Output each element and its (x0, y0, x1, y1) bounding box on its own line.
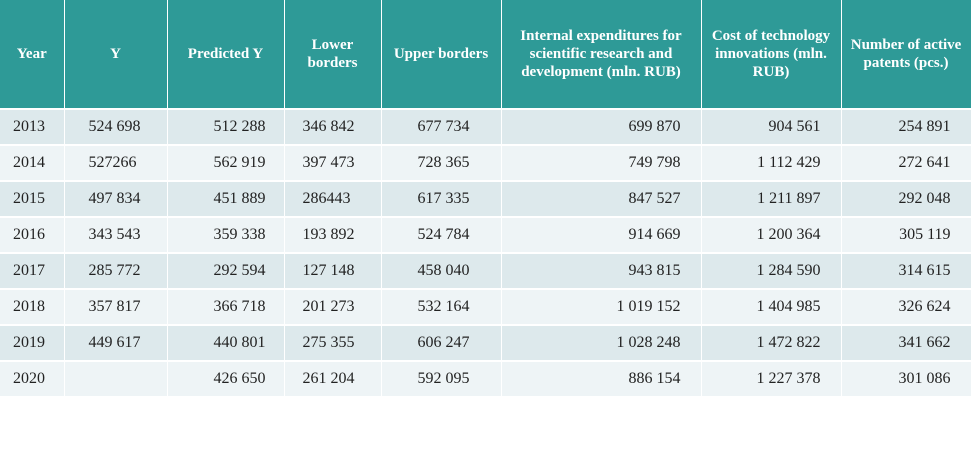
cell-lower-border: 275 355 (284, 324, 382, 361)
cell-lower-border: 397 473 (284, 144, 382, 181)
cell-y: 497 834 (64, 180, 168, 217)
cell-cost-of-innovations: 1 112 429 (701, 144, 842, 181)
cell-internal-expenditures: 943 815 (501, 252, 702, 289)
cell-upper-border: 524 784 (381, 216, 502, 253)
cell-upper-border: 458 040 (381, 252, 502, 289)
cell-year: 2020 (0, 360, 65, 396)
cell-year: 2017 (0, 252, 65, 289)
cell-active-patents: 301 086 (841, 360, 971, 396)
cell-year: 2013 (0, 108, 65, 145)
cell-cost-of-innovations: 1 200 364 (701, 216, 842, 253)
cell-active-patents: 254 891 (841, 108, 971, 145)
cell-year: 2014 (0, 144, 65, 181)
table-row: 2015 497 834 451 889 286443 617 335 847 … (0, 180, 971, 217)
cell-predicted-y: 562 919 (167, 144, 285, 181)
header-internal-expenditures: Internal expenditures for scientific res… (501, 0, 702, 109)
cell-internal-expenditures: 1 028 248 (501, 324, 702, 361)
cell-cost-of-innovations: 1 284 590 (701, 252, 842, 289)
cell-predicted-y: 451 889 (167, 180, 285, 217)
cell-active-patents: 272 641 (841, 144, 971, 181)
cell-lower-border: 261 204 (284, 360, 382, 396)
cell-cost-of-innovations: 1 211 897 (701, 180, 842, 217)
cell-active-patents: 326 624 (841, 288, 971, 325)
cell-upper-border: 606 247 (381, 324, 502, 361)
header-predicted-y: Predicted Y (167, 0, 285, 109)
cell-predicted-y: 292 594 (167, 252, 285, 289)
cell-predicted-y: 359 338 (167, 216, 285, 253)
table-row: 2018 357 817 366 718 201 273 532 164 1 0… (0, 288, 971, 325)
cell-active-patents: 292 048 (841, 180, 971, 217)
table-row: 2013 524 698 512 288 346 842 677 734 699… (0, 108, 971, 145)
cell-year: 2015 (0, 180, 65, 217)
cell-predicted-y: 366 718 (167, 288, 285, 325)
header-active-patents: Number of active patents (pcs.) (841, 0, 971, 109)
cell-active-patents: 314 615 (841, 252, 971, 289)
cell-year: 2019 (0, 324, 65, 361)
cell-upper-border: 532 164 (381, 288, 502, 325)
cell-predicted-y: 440 801 (167, 324, 285, 361)
table-row: 2017 285 772 292 594 127 148 458 040 943… (0, 252, 971, 289)
cell-y: 357 817 (64, 288, 168, 325)
cell-y: 343 543 (64, 216, 168, 253)
cell-active-patents: 341 662 (841, 324, 971, 361)
cell-internal-expenditures: 914 669 (501, 216, 702, 253)
cell-active-patents: 305 119 (841, 216, 971, 253)
data-table: Year Y Predicted Y Lower borders Upper b… (0, 0, 971, 396)
cell-predicted-y: 512 288 (167, 108, 285, 145)
cell-lower-border: 286443 (284, 180, 382, 217)
cell-internal-expenditures: 749 798 (501, 144, 702, 181)
cell-upper-border: 677 734 (381, 108, 502, 145)
cell-y: 285 772 (64, 252, 168, 289)
cell-upper-border: 617 335 (381, 180, 502, 217)
table-row: 2016 343 543 359 338 193 892 524 784 914… (0, 216, 971, 253)
header-year: Year (0, 0, 65, 109)
table-row: 2020 426 650 261 204 592 095 886 154 1 2… (0, 360, 971, 396)
header-upper-borders: Upper borders (381, 0, 502, 109)
header-y: Y (64, 0, 168, 109)
cell-y (64, 360, 168, 396)
cell-lower-border: 193 892 (284, 216, 382, 253)
cell-upper-border: 728 365 (381, 144, 502, 181)
cell-lower-border: 201 273 (284, 288, 382, 325)
cell-y: 527266 (64, 144, 168, 181)
table-row: 2019 449 617 440 801 275 355 606 247 1 0… (0, 324, 971, 361)
cell-internal-expenditures: 847 527 (501, 180, 702, 217)
cell-internal-expenditures: 699 870 (501, 108, 702, 145)
cell-y: 524 698 (64, 108, 168, 145)
cell-cost-of-innovations: 1 404 985 (701, 288, 842, 325)
cell-year: 2016 (0, 216, 65, 253)
cell-internal-expenditures: 886 154 (501, 360, 702, 396)
cell-cost-of-innovations: 1 227 378 (701, 360, 842, 396)
table-row: 2014 527266 562 919 397 473 728 365 749 … (0, 144, 971, 181)
cell-predicted-y: 426 650 (167, 360, 285, 396)
cell-lower-border: 127 148 (284, 252, 382, 289)
cell-upper-border: 592 095 (381, 360, 502, 396)
header-lower-borders: Lower borders (284, 0, 382, 109)
cell-lower-border: 346 842 (284, 108, 382, 145)
header-cost-of-innovations: Cost of technology innovations (mln. RUB… (701, 0, 842, 109)
cell-y: 449 617 (64, 324, 168, 361)
cell-cost-of-innovations: 1 472 822 (701, 324, 842, 361)
cell-internal-expenditures: 1 019 152 (501, 288, 702, 325)
cell-cost-of-innovations: 904 561 (701, 108, 842, 145)
header-row: Year Y Predicted Y Lower borders Upper b… (0, 0, 971, 109)
cell-year: 2018 (0, 288, 65, 325)
